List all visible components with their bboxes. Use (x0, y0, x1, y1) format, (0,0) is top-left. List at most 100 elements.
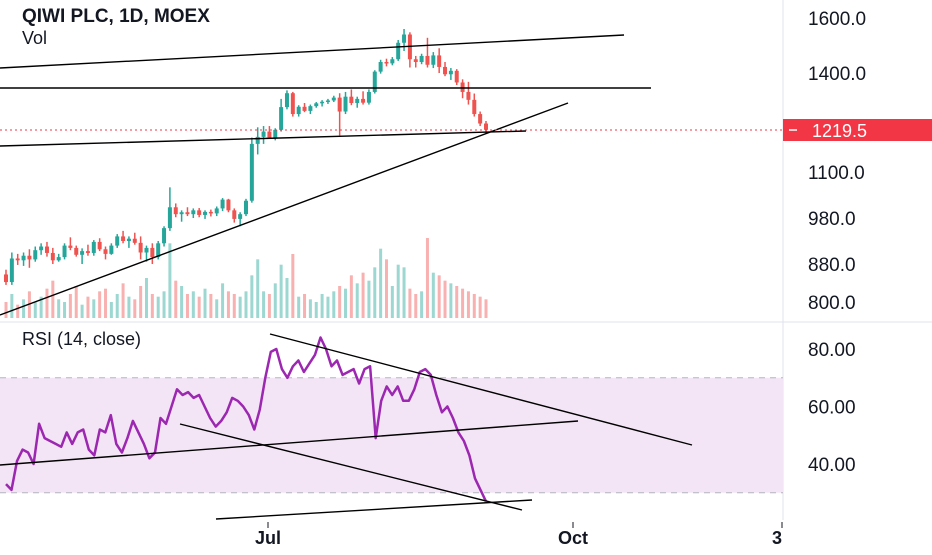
candle[interactable] (33, 246, 38, 262)
candle[interactable] (355, 96, 360, 108)
candle[interactable] (56, 253, 61, 262)
candle[interactable] (396, 40, 401, 61)
candle[interactable] (9, 252, 14, 285)
candle[interactable] (478, 111, 483, 127)
candle[interactable] (279, 98, 284, 132)
candle[interactable] (62, 243, 67, 260)
candle[interactable] (109, 243, 114, 255)
candle[interactable] (220, 198, 225, 212)
candle[interactable] (173, 203, 178, 218)
candle[interactable] (80, 248, 85, 264)
candle[interactable] (162, 226, 167, 247)
candle[interactable] (244, 198, 248, 217)
candle[interactable] (27, 249, 32, 268)
candle[interactable] (437, 48, 442, 73)
candle[interactable] (343, 91, 348, 115)
candle[interactable] (4, 269, 8, 285)
candle[interactable] (314, 102, 319, 108)
volume-bar (361, 272, 365, 318)
rsi-bottom-line[interactable] (215, 499, 533, 520)
candle-series[interactable] (4, 29, 488, 285)
volume-bar (373, 267, 377, 318)
candle[interactable] (296, 105, 301, 117)
lower-channel-line[interactable] (0, 130, 527, 147)
candle[interactable] (15, 253, 20, 265)
candle[interactable] (249, 137, 254, 203)
candle[interactable] (361, 91, 366, 105)
candle[interactable] (185, 207, 190, 217)
rsi-lower-descending-line[interactable] (179, 423, 523, 511)
candle[interactable] (431, 52, 436, 69)
candle[interactable] (226, 198, 231, 213)
candle[interactable] (103, 246, 108, 260)
candle[interactable] (325, 98, 330, 104)
candle[interactable] (302, 103, 307, 113)
rsi-axis[interactable]: 80.00 60.00 40.00 (808, 340, 856, 476)
candle-body (4, 274, 8, 283)
candle[interactable] (97, 238, 102, 252)
candle[interactable] (320, 100, 325, 107)
candle[interactable] (337, 93, 342, 136)
candle[interactable] (39, 243, 44, 255)
candle[interactable] (407, 32, 412, 68)
candle[interactable] (466, 81, 471, 105)
candle[interactable] (126, 236, 131, 248)
candle[interactable] (425, 37, 430, 68)
candle[interactable] (372, 70, 377, 94)
price-tick-label: 800.0 (808, 293, 856, 314)
candle[interactable] (121, 230, 126, 244)
candle[interactable] (74, 245, 79, 257)
rsi-upper-descending-line[interactable] (269, 333, 693, 446)
price-trendlines[interactable] (0, 34, 651, 316)
candle[interactable] (255, 127, 260, 155)
candle[interactable] (402, 29, 407, 51)
candle[interactable] (44, 241, 49, 257)
candle[interactable] (132, 232, 137, 245)
candle[interactable] (138, 236, 143, 260)
candle[interactable] (21, 252, 26, 266)
candle[interactable] (167, 187, 172, 231)
rising-support-line[interactable] (0, 102, 569, 316)
candle[interactable] (150, 243, 155, 264)
candle[interactable] (366, 89, 371, 105)
candle[interactable] (378, 59, 383, 74)
candle[interactable] (208, 209, 213, 217)
candle[interactable] (331, 95, 336, 103)
candle[interactable] (413, 55, 418, 68)
candle[interactable] (472, 93, 477, 117)
candle[interactable] (214, 206, 219, 217)
candle[interactable] (484, 121, 488, 134)
candle[interactable] (290, 91, 295, 117)
candle[interactable] (68, 237, 73, 251)
candle[interactable] (203, 210, 208, 219)
candle[interactable] (454, 69, 459, 85)
candle[interactable] (50, 247, 55, 264)
candle[interactable] (284, 90, 289, 110)
candle[interactable] (384, 58, 389, 67)
candle[interactable] (191, 208, 196, 218)
rsi-line[interactable] (5, 336, 488, 502)
candle[interactable] (390, 57, 395, 66)
rsi-trendlines[interactable] (0, 333, 693, 520)
candle[interactable] (197, 208, 202, 218)
candle[interactable] (261, 126, 266, 144)
candle[interactable] (460, 79, 465, 99)
candle[interactable] (144, 245, 149, 262)
upper-channel-line[interactable] (0, 34, 625, 69)
price-axis[interactable]: 1600.0 1400.0 1100.0 980.0 880.0 800.0 (808, 9, 866, 314)
rsi-rising-line[interactable] (0, 420, 579, 466)
candle[interactable] (179, 210, 184, 222)
candle[interactable] (349, 89, 354, 106)
candle[interactable] (91, 240, 96, 256)
candle[interactable] (232, 208, 237, 223)
candle[interactable] (85, 244, 90, 256)
candle[interactable] (115, 234, 120, 248)
candle[interactable] (267, 126, 272, 139)
candle[interactable] (448, 68, 453, 80)
candle[interactable] (308, 104, 313, 115)
candle[interactable] (443, 62, 448, 77)
candle[interactable] (238, 212, 243, 227)
time-axis[interactable]: Jul Oct 3 (255, 522, 783, 548)
candle[interactable] (419, 53, 424, 65)
